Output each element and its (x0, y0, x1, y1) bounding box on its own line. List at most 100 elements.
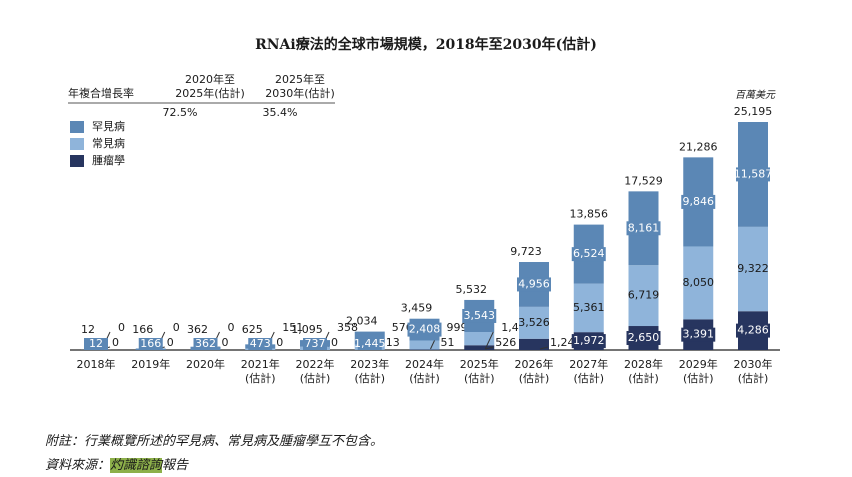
x-tick-label: (估計) (464, 371, 495, 385)
x-tick-label: (估計) (738, 371, 769, 385)
value-label: 3,543 (464, 309, 496, 322)
label-box (407, 322, 442, 337)
value-label: 9,322 (737, 262, 769, 275)
x-tick-label: (估計) (300, 371, 331, 385)
value-label: 3,391 (683, 328, 715, 341)
chart-title: RNAi療法的全球市場規模，2018年至2030年(估計) (255, 36, 597, 53)
leader-line (539, 346, 549, 350)
value-label: 6,719 (628, 289, 660, 302)
x-tick-label: 2024年 (405, 357, 444, 371)
value-label: 5,361 (573, 301, 605, 314)
label-box (517, 277, 551, 292)
value-label: 1,972 (573, 334, 605, 347)
value-label: 0 (167, 336, 174, 349)
total-label: 21,286 (679, 140, 718, 153)
label-box (626, 221, 661, 236)
cagr-period: 2025年(估計) (175, 86, 245, 100)
value-label: 0 (276, 336, 283, 349)
x-tick-label: 2020年 (186, 357, 225, 371)
total-label: 5,532 (456, 283, 488, 296)
cagr-period: 2020年至 (185, 72, 235, 86)
cagr-value: 35.4% (263, 106, 298, 119)
total-label: 12 (81, 323, 95, 336)
bar-segment (464, 345, 495, 350)
value-label: 166 (140, 337, 161, 350)
label-box (681, 194, 716, 209)
value-label: 737 (305, 337, 326, 350)
label-box (138, 338, 163, 350)
label-box (84, 338, 108, 350)
value-label: 473 (250, 337, 271, 350)
x-tick-label: 2019年 (131, 357, 170, 371)
x-tick-label: 2021年 (241, 357, 280, 371)
unit-label: 百萬美元 (735, 89, 776, 101)
value-label: 8,050 (683, 276, 715, 289)
value-label: 0 (118, 321, 125, 334)
value-label: 12 (89, 337, 103, 350)
value-label: 362 (195, 337, 216, 350)
cagr-period: 2025年至 (275, 72, 325, 86)
value-label: 8,161 (628, 221, 660, 234)
bar-segment (628, 265, 659, 327)
cagr-label: 年複合增長率 (68, 86, 134, 100)
source: 資料來源：灼識諮詢報告 (45, 454, 188, 473)
total-label: 13,856 (570, 208, 609, 221)
value-label: 9,846 (683, 195, 715, 208)
value-label: 13 (386, 336, 400, 349)
x-tick-label: (估計) (245, 371, 276, 385)
value-label: 999 (447, 321, 468, 334)
total-label: 2,034 (346, 315, 378, 328)
label-box (736, 323, 770, 338)
bar-segment (738, 226, 768, 312)
value-label: 0 (112, 336, 119, 349)
source-name: 灼識諮詢 (110, 458, 163, 473)
value-label: 6,524 (573, 247, 605, 260)
cagr-period: 2030年(估計) (265, 86, 335, 100)
x-tick-label: (估計) (354, 371, 385, 385)
value-label: 3,526 (518, 316, 550, 329)
total-label: 625 (242, 323, 263, 336)
value-label: 4,956 (518, 277, 550, 290)
value-label: 0 (222, 336, 229, 349)
label-box (462, 308, 497, 323)
x-tick-label: 2028年 (624, 357, 663, 371)
leader-line (484, 331, 494, 350)
value-label: 0 (228, 321, 235, 334)
chart: RNAi療法的全球市場規模，2018年至2030年(估計) 百萬美元 年複合增長… (68, 36, 780, 385)
total-label: 362 (187, 323, 208, 336)
value-label: 4,286 (737, 324, 769, 337)
legend-swatch (70, 121, 84, 133)
value-label: 151 (282, 321, 303, 334)
value-label: 1,445 (354, 337, 386, 350)
label-box (626, 331, 661, 346)
label-box (303, 338, 327, 350)
total-label: 1,095 (291, 323, 323, 336)
footnote: 附註：行業概覽所述的罕見病、常見病及腫瘤學互不包含。 (45, 434, 384, 449)
bar-segment (519, 338, 549, 350)
value-label: 51 (441, 336, 455, 349)
x-tick-label: (估計) (628, 371, 659, 385)
x-tick-label: 2029年 (679, 357, 718, 371)
total-label: 25,195 (734, 105, 773, 118)
x-tick-label: (估計) (409, 371, 440, 385)
label-box (357, 338, 382, 350)
value-label: 2,650 (628, 331, 660, 344)
value-label: 11,587 (734, 167, 773, 180)
total-label: 9,723 (510, 245, 542, 258)
x-tick-label: 2023年 (350, 357, 389, 371)
x-tick-label: 2026年 (515, 357, 554, 371)
legend-swatch (70, 138, 84, 150)
x-tick-label: 2027年 (569, 357, 608, 371)
label-box (193, 338, 218, 350)
value-label: 358 (337, 321, 358, 334)
x-tick-label: (估計) (519, 371, 550, 385)
legend-label: 罕見病 (92, 119, 125, 133)
label-box (248, 338, 273, 350)
bar-segment (573, 283, 604, 333)
bar-segment (519, 306, 549, 339)
total-label: 3,459 (401, 302, 433, 315)
value-label: 526 (495, 336, 516, 349)
label-box (736, 167, 770, 182)
bar-segment (464, 332, 495, 346)
x-tick-label: (估計) (683, 371, 714, 385)
